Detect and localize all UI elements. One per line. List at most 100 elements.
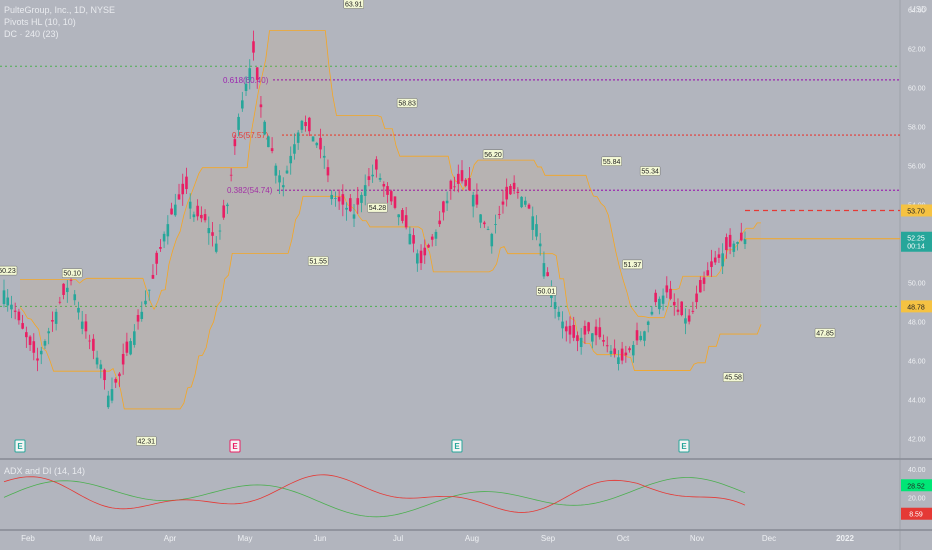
candle-body[interactable] (494, 224, 497, 226)
candle-body[interactable] (442, 201, 445, 213)
candle-body[interactable] (509, 185, 512, 195)
candle-body[interactable] (330, 194, 333, 200)
candle-body[interactable] (378, 178, 382, 180)
candle-body[interactable] (255, 67, 259, 80)
candle-body[interactable] (121, 353, 125, 365)
candle-body[interactable] (296, 132, 300, 143)
candle-body[interactable] (702, 277, 706, 284)
candle-body[interactable] (159, 247, 162, 249)
candle-body[interactable] (10, 304, 13, 310)
candle-body[interactable] (568, 325, 572, 335)
candle-body[interactable] (557, 311, 561, 317)
candle-body[interactable] (449, 180, 453, 190)
candle-body[interactable] (583, 325, 587, 335)
candle-body[interactable] (252, 41, 255, 53)
candle-body[interactable] (151, 274, 155, 279)
candle-body[interactable] (103, 369, 106, 381)
candle-body[interactable] (281, 185, 285, 188)
candle-body[interactable] (200, 214, 203, 219)
candle-body[interactable] (434, 231, 438, 239)
candle-body[interactable] (542, 263, 546, 277)
minus-di-tag[interactable] (901, 507, 932, 520)
candle-body[interactable] (650, 311, 654, 315)
candle-body[interactable] (222, 205, 225, 218)
candle-body[interactable] (133, 331, 136, 345)
candle-body[interactable] (639, 335, 643, 341)
candle-body[interactable] (241, 100, 244, 109)
candle-body[interactable] (576, 335, 579, 342)
candle-body[interactable] (136, 314, 140, 322)
candle-body[interactable] (263, 121, 266, 135)
candle-body[interactable] (311, 136, 315, 142)
candle-body[interactable] (155, 252, 158, 264)
candle-body[interactable] (293, 144, 296, 154)
candle-body[interactable] (501, 201, 505, 205)
candle-body[interactable] (84, 321, 88, 332)
candle-body[interactable] (367, 176, 371, 180)
candle-body[interactable] (319, 137, 322, 150)
candle-body[interactable] (579, 337, 583, 348)
candle-body[interactable] (631, 344, 635, 356)
candle-body[interactable] (218, 230, 222, 232)
candle-body[interactable] (427, 244, 430, 248)
candle-body[interactable] (382, 184, 386, 187)
candle-body[interactable] (416, 253, 419, 264)
candle-body[interactable] (51, 320, 54, 322)
candle-body[interactable] (676, 309, 680, 312)
candle-body[interactable] (166, 224, 170, 237)
earnings-marker[interactable] (678, 439, 690, 453)
candle-body[interactable] (334, 198, 337, 199)
candle-body[interactable] (479, 214, 482, 223)
candle-body[interactable] (497, 214, 501, 215)
candle-body[interactable] (728, 234, 732, 247)
candle-body[interactable] (717, 254, 721, 258)
candle-body[interactable] (13, 310, 17, 312)
candle-body[interactable] (620, 348, 624, 361)
candle-body[interactable] (177, 194, 181, 200)
candle-body[interactable] (404, 215, 408, 228)
candle-body[interactable] (531, 216, 535, 230)
candle-body[interactable] (2, 290, 6, 305)
candle-body[interactable] (356, 198, 360, 205)
candle-body[interactable] (348, 198, 352, 212)
candle-body[interactable] (654, 292, 657, 303)
candle-body[interactable] (669, 288, 672, 299)
candle-body[interactable] (99, 364, 103, 370)
candle-body[interactable] (226, 204, 229, 207)
candle-body[interactable] (486, 229, 490, 230)
candle-body[interactable] (695, 293, 698, 303)
candle-body[interactable] (468, 178, 471, 191)
candle-body[interactable] (341, 194, 345, 205)
candle-body[interactable] (505, 186, 508, 200)
candle-body[interactable] (516, 191, 520, 193)
candle-body[interactable] (192, 214, 196, 218)
candle-body[interactable] (28, 336, 32, 345)
candle-body[interactable] (684, 318, 687, 324)
candle-body[interactable] (129, 341, 132, 355)
candle-body[interactable] (483, 222, 486, 225)
candle-body[interactable] (322, 155, 326, 158)
candle-body[interactable] (326, 167, 330, 176)
earnings-marker[interactable] (14, 439, 26, 453)
candle-body[interactable] (39, 350, 43, 355)
candle-body[interactable] (54, 311, 58, 324)
candle-body[interactable] (185, 176, 188, 190)
candle-body[interactable] (438, 220, 441, 225)
earnings-marker[interactable] (229, 439, 241, 453)
earnings-marker[interactable] (451, 439, 463, 453)
candle-body[interactable] (661, 295, 665, 304)
candle-body[interactable] (259, 104, 263, 108)
candle-body[interactable] (401, 210, 404, 221)
candle-body[interactable] (363, 185, 367, 196)
candle-body[interactable] (77, 307, 80, 313)
candle-body[interactable] (66, 287, 69, 293)
candle-body[interactable] (196, 205, 199, 217)
candle-body[interactable] (564, 326, 568, 332)
candle-body[interactable] (646, 321, 650, 325)
candle-body[interactable] (594, 326, 598, 336)
candle-body[interactable] (721, 253, 724, 267)
candle-body[interactable] (691, 310, 695, 312)
candle-body[interactable] (188, 201, 192, 209)
candle-body[interactable] (345, 207, 348, 210)
candle-body[interactable] (315, 142, 319, 146)
